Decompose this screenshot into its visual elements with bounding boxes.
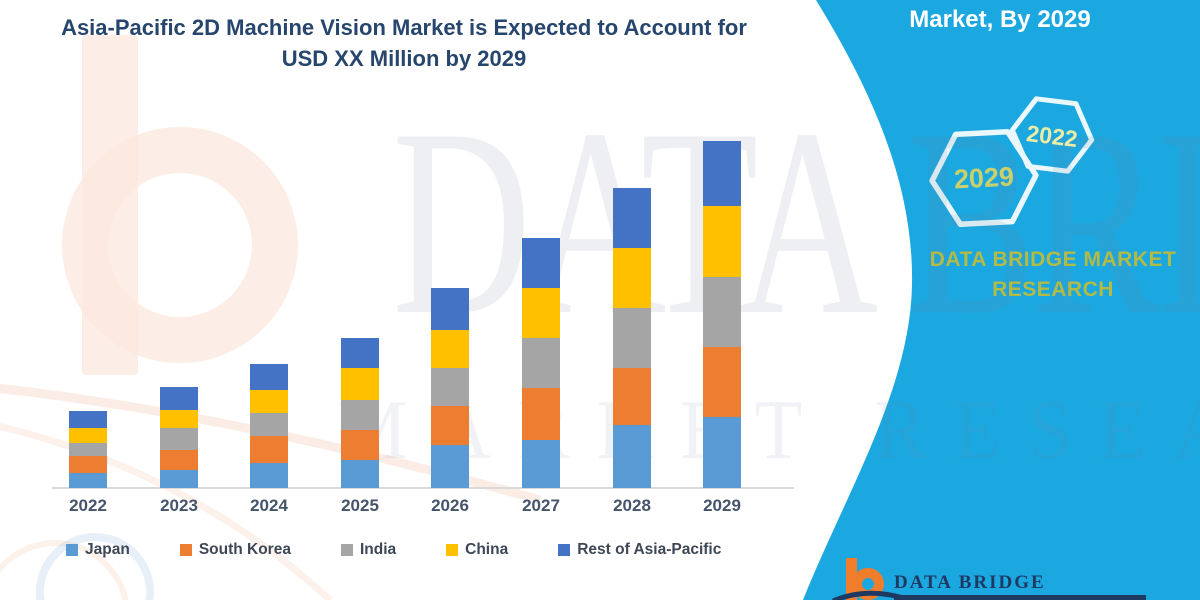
legend-swatch	[446, 544, 459, 556]
category-label-2022: 2022	[69, 496, 107, 515]
legend-item-india: India	[340, 541, 397, 559]
bar-segment-china	[431, 330, 469, 368]
bar-segment-japan	[522, 440, 560, 488]
stacked-bar-2027	[522, 238, 560, 488]
bar-segment-south-korea	[69, 456, 107, 473]
stacked-bar-2029	[703, 141, 741, 488]
bar-segment-rest-of-asia-pacific	[703, 141, 741, 206]
legend-item-china: China	[446, 541, 508, 559]
bar-segment-south-korea	[613, 368, 651, 425]
chart-title-line1: Asia-Pacific 2D Machine Vision Market is…	[61, 15, 747, 40]
hexagon-2029-label: 2029	[953, 161, 1015, 195]
side-panel-brand-line2: RESEARCH	[992, 278, 1114, 301]
stacked-bar-2023	[160, 387, 198, 488]
bar-segment-japan	[250, 463, 288, 488]
bar-segment-rest-of-asia-pacific	[522, 238, 560, 288]
bar-segment-japan	[341, 460, 379, 488]
category-label-2024: 2024	[250, 496, 288, 515]
stacked-bar-2026	[431, 288, 469, 488]
bar-segment-china	[160, 410, 198, 428]
legend-item-south-korea: South Korea	[179, 541, 291, 559]
bar-segment-south-korea	[431, 406, 469, 445]
bar-segment-rest-of-asia-pacific	[613, 188, 651, 248]
stacked-bar-2025	[341, 338, 379, 488]
bar-segment-india	[341, 400, 379, 430]
bar-segment-south-korea	[160, 450, 198, 470]
legend-swatch	[66, 544, 78, 556]
bar-segment-china	[341, 368, 379, 400]
stacked-bar-2028	[613, 188, 651, 488]
chart-title-line2: USD XX Million by 2029	[281, 46, 527, 71]
category-label-2025: 2025	[341, 496, 379, 515]
bar-segment-south-korea	[250, 436, 288, 463]
bar-segment-japan	[160, 470, 198, 488]
bar-segment-south-korea	[341, 430, 379, 460]
bar-segment-china	[703, 206, 741, 277]
bar-segment-japan	[703, 417, 741, 488]
legend-label: Japan	[85, 541, 130, 558]
bar-segment-india	[69, 443, 107, 456]
bar-segment-china	[522, 288, 560, 338]
category-label-2029: 2029	[703, 496, 741, 515]
bar-segment-china	[250, 390, 288, 413]
legend-label: Rest of Asia-Pacific	[577, 541, 722, 558]
bar-segment-india	[431, 368, 469, 406]
bar-segment-rest-of-asia-pacific	[341, 338, 379, 368]
legend-swatch	[179, 544, 192, 556]
bar-segment-rest-of-asia-pacific	[431, 288, 469, 330]
legend-label: China	[465, 541, 509, 558]
bar-segment-india	[703, 277, 741, 347]
legend-label: South Korea	[198, 541, 291, 558]
side-panel-brand-line1: DATA BRIDGE MARKET	[929, 248, 1177, 271]
chart-title: Asia-Pacific 2D Machine Vision Market is…	[58, 12, 750, 74]
category-label-2027: 2027	[522, 496, 560, 515]
category-label-2026: 2026	[431, 496, 469, 515]
side-panel-heading: Market, By 2029	[909, 6, 1091, 33]
bar-segment-south-korea	[522, 388, 560, 440]
legend-item-japan: Japan	[66, 541, 130, 559]
bar-segment-india	[160, 428, 198, 450]
bar-segment-rest-of-asia-pacific	[160, 387, 198, 410]
legend-label: India	[359, 541, 397, 558]
side-panel-brand-text: DATA BRIDGE MARKET RESEARCH	[920, 245, 1186, 305]
stacked-bar-2022	[69, 411, 107, 488]
legend-swatch	[558, 544, 571, 556]
bar-segment-india	[613, 308, 651, 368]
legend-swatch	[340, 544, 353, 556]
footer-brand-wordmark: DATA BRIDGE	[894, 572, 1046, 593]
bar-segment-rest-of-asia-pacific	[250, 364, 288, 390]
bar-segment-japan	[431, 445, 469, 488]
footer-brand-strip	[894, 595, 1146, 600]
bar-segment-india	[522, 338, 560, 388]
stacked-bar-2024	[250, 364, 288, 488]
legend-item-rest-of-asia-pacific: Rest of Asia-Pacific	[558, 541, 721, 559]
category-label-2023: 2023	[160, 496, 198, 515]
bar-segment-japan	[69, 473, 107, 488]
category-label-2028: 2028	[613, 496, 651, 515]
bar-segment-japan	[613, 425, 651, 488]
bar-segment-china	[613, 248, 651, 308]
bar-segment-india	[250, 413, 288, 436]
bar-segment-south-korea	[703, 347, 741, 417]
bar-segment-china	[69, 428, 107, 443]
bar-segment-rest-of-asia-pacific	[69, 411, 107, 428]
side-panel-shape	[803, 0, 1200, 600]
chart-legend: Japan South Korea India China Rest of Asia-P…	[66, 541, 721, 559]
